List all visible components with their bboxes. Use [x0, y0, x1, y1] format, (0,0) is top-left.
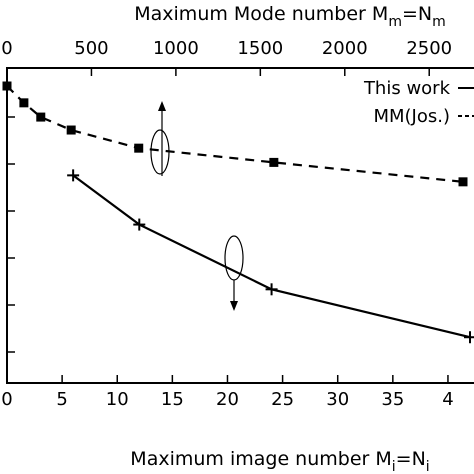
bottom-tick-label-3: 15 — [161, 389, 184, 410]
point-mm-jos-6 — [458, 177, 468, 187]
bottom-axis-ticks: 0 5 10 15 20 25 30 35 4 — [1, 375, 454, 410]
point-mm-jos-2 — [36, 112, 46, 122]
series-layer — [2, 81, 474, 344]
top-tick-label-5: 2500 — [406, 38, 452, 59]
bottom-tick-label-1: 5 — [56, 389, 67, 410]
bottom-axis-label-mid: =N — [396, 448, 426, 470]
top-tick-label-4: 2000 — [322, 38, 368, 59]
plot-frame — [6, 67, 474, 384]
bottom-axis-label-prefix: Maximum image number M — [130, 448, 391, 470]
bottom-tick-label-5: 25 — [271, 389, 294, 410]
point-mm-jos-3 — [66, 125, 76, 135]
annotation-up-arrowhead — [158, 101, 166, 111]
top-tick-label-3: 1500 — [237, 38, 283, 59]
point-this-work-0 — [67, 169, 80, 182]
bottom-tick-label-2: 10 — [106, 389, 129, 410]
point-mm-jos-0 — [2, 81, 12, 91]
annotation-down-arrowhead — [230, 301, 238, 311]
top-axis-label-mid: =N — [402, 3, 432, 25]
point-mm-jos-1 — [19, 98, 29, 108]
legend-label-mm-jos: MM(Jos.) — [373, 106, 450, 127]
annotation-down-ellipse — [224, 235, 244, 281]
bottom-tick-label-7: 35 — [381, 389, 404, 410]
top-axis-label-sub1: m — [388, 14, 402, 30]
point-this-work-1 — [133, 218, 146, 231]
annotation-up-ellipse — [150, 129, 170, 175]
top-tick-label-2: 1000 — [153, 38, 199, 59]
legend: This work MM(Jos.) — [363, 78, 474, 127]
legend-label-this-work: This work — [363, 78, 451, 99]
bottom-tick-label-4: 20 — [216, 389, 239, 410]
series-line-this-work — [72, 174, 471, 339]
bottom-tick-label-6: 30 — [326, 389, 349, 410]
bottom-tick-label-8: 4 — [442, 389, 453, 410]
bottom-axis-label-sub2: i — [426, 459, 430, 474]
point-mm-jos-5 — [269, 157, 279, 167]
bottom-tick-label-0: 0 — [1, 389, 12, 410]
top-axis-label-prefix: Maximum Mode number M — [134, 3, 388, 25]
top-axis-ticks: 0 500 1000 1500 2000 2500 — [1, 38, 452, 76]
point-this-work-3 — [464, 331, 474, 344]
annotation-down-arrow — [224, 235, 244, 311]
top-tick-label-1: 500 — [74, 38, 108, 59]
top-axis-label-sub2: m — [432, 14, 446, 30]
point-mm-jos-4 — [134, 143, 144, 153]
left-axis-ticks — [7, 116, 15, 353]
top-tick-label-0: 0 — [1, 38, 12, 59]
top-axis-label: Maximum Mode number Mm=Nm — [134, 3, 445, 30]
bottom-axis-label: Maximum image number Mi=Ni — [130, 448, 429, 474]
bottom-axis-label-sub1: i — [392, 459, 396, 474]
annotation-up-arrow — [150, 101, 170, 176]
point-this-work-2 — [265, 283, 278, 296]
